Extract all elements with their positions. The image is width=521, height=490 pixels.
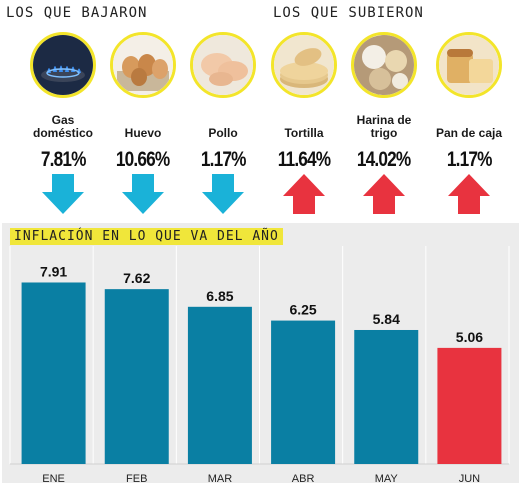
down-arrow-icon bbox=[122, 174, 164, 214]
bar-may bbox=[354, 329, 419, 464]
x-tick-label: FEB bbox=[126, 473, 147, 485]
gas-stove-icon bbox=[30, 32, 96, 98]
up-arrow-icon bbox=[448, 174, 490, 214]
bar-value-label: 6.25 bbox=[289, 302, 316, 318]
item-label: Pollo bbox=[208, 126, 238, 140]
x-tick-label: JUN bbox=[459, 473, 480, 485]
item-percentage: 1.17% bbox=[200, 148, 246, 172]
bar-value-label: 7.62 bbox=[123, 270, 150, 286]
item-pan: Pan de caja 1.17% bbox=[427, 32, 511, 214]
section-title-up: LOS QUE SUBIERON bbox=[273, 5, 424, 21]
bar-jun bbox=[437, 347, 502, 464]
item-label: Tortilla bbox=[284, 126, 324, 140]
item-huevo: Huevo 10.66% bbox=[101, 32, 185, 214]
item-tortilla: Tortilla 11.64% bbox=[262, 32, 346, 214]
bar-abr bbox=[271, 320, 336, 464]
bread-icon bbox=[436, 32, 502, 98]
x-tick-label: ABR bbox=[292, 473, 315, 485]
bar-value-label: 5.06 bbox=[456, 329, 483, 345]
bar-value-label: 6.85 bbox=[206, 288, 233, 304]
flour-icon bbox=[351, 32, 417, 98]
item-label: Huevo bbox=[124, 126, 162, 140]
item-pollo: Pollo 1.17% bbox=[181, 32, 265, 214]
item-percentage: 14.02% bbox=[357, 148, 412, 172]
x-tick-label: MAR bbox=[208, 473, 233, 485]
x-tick-label: MAY bbox=[375, 473, 399, 485]
chart-panel bbox=[2, 223, 519, 483]
bar-value-label: 7.91 bbox=[40, 263, 67, 279]
bar-mar bbox=[187, 306, 252, 464]
item-label: Gas doméstico bbox=[32, 113, 93, 140]
item-label: Harina de trigo bbox=[356, 113, 412, 140]
down-arrow-icon bbox=[202, 174, 244, 214]
bar-ene bbox=[21, 282, 86, 464]
x-tick-label: ENE bbox=[42, 473, 65, 485]
chart-title: INFLACIÓN EN LO QUE VA DEL AÑO bbox=[10, 228, 283, 245]
eggs-icon bbox=[110, 32, 176, 98]
item-gas: Gas doméstico 7.81% bbox=[21, 32, 105, 214]
item-percentage: 10.66% bbox=[116, 148, 171, 172]
up-arrow-icon bbox=[283, 174, 325, 214]
up-arrow-icon bbox=[363, 174, 405, 214]
down-arrow-icon bbox=[42, 174, 84, 214]
item-label: Pan de caja bbox=[435, 126, 503, 140]
bar-value-label: 5.84 bbox=[373, 311, 400, 327]
item-percentage: 1.17% bbox=[446, 148, 492, 172]
item-harina: Harina de trigo 14.02% bbox=[342, 32, 426, 214]
chicken-icon bbox=[190, 32, 256, 98]
tortilla-icon bbox=[271, 32, 337, 98]
section-title-down: LOS QUE BAJARON bbox=[6, 5, 148, 21]
item-percentage: 11.64% bbox=[277, 148, 331, 172]
item-percentage: 7.81% bbox=[40, 148, 86, 172]
bar-feb bbox=[104, 289, 169, 464]
